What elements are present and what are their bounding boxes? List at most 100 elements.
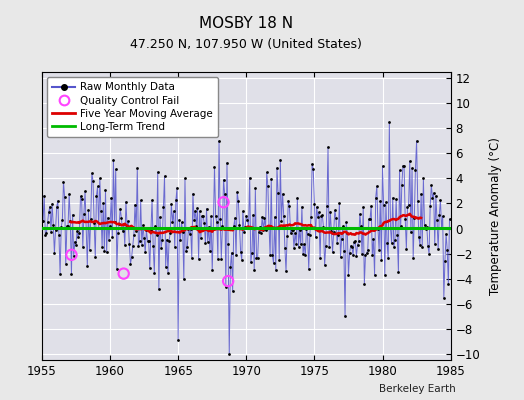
Point (187, 226, 195, 232)
Point (40, 192, 48, 199)
Point (378, 163, 387, 169)
Point (61, 260, 70, 267)
Point (175, 216, 183, 223)
Point (226, 264, 235, 270)
Point (126, 260, 135, 267)
Point (391, 237, 399, 243)
Point (296, 227, 304, 233)
Point (251, 185, 259, 192)
Point (337, 236, 346, 242)
Point (245, 174, 254, 181)
Point (64, 222, 72, 229)
Point (238, 208, 247, 214)
Point (429, 190, 438, 196)
Point (384, 255, 392, 262)
Point (74, 234, 82, 241)
Point (222, 284, 230, 290)
Point (237, 256, 246, 263)
Point (356, 211, 364, 217)
Point (54, 232, 63, 239)
Point (308, 161, 316, 167)
Point (380, 271, 389, 278)
Point (116, 205, 124, 212)
Point (145, 238, 153, 244)
Point (406, 158, 414, 164)
Point (376, 198, 385, 204)
Point (94, 224, 103, 231)
Point (317, 213, 325, 219)
Point (56, 270, 64, 277)
Point (121, 242, 129, 248)
Point (141, 249, 149, 256)
Point (209, 225, 217, 231)
Point (198, 213, 206, 220)
Point (329, 248, 337, 255)
Point (194, 256, 203, 262)
Point (345, 250, 354, 256)
Point (43, 219, 52, 225)
Point (58, 217, 67, 223)
Point (163, 270, 172, 276)
Point (369, 236, 378, 242)
Point (183, 244, 191, 250)
Point (106, 222, 114, 229)
Point (341, 313, 349, 319)
Point (442, 231, 450, 237)
Point (115, 221, 123, 227)
Point (247, 259, 255, 265)
Point (57, 224, 66, 230)
Point (357, 223, 365, 230)
Point (118, 228, 127, 234)
Point (60, 194, 69, 201)
Point (336, 254, 345, 260)
Point (441, 257, 449, 264)
Point (135, 238, 144, 244)
Point (264, 182, 272, 189)
Point (132, 228, 140, 234)
Point (45, 209, 53, 215)
Point (297, 241, 305, 248)
Point (112, 166, 120, 172)
Point (211, 213, 220, 219)
Point (41, 231, 49, 238)
Point (161, 264, 170, 270)
Point (299, 251, 307, 257)
Point (129, 231, 138, 238)
Point (71, 238, 79, 245)
Point (124, 218, 133, 225)
Point (268, 252, 277, 258)
Point (140, 234, 148, 241)
Point (332, 214, 340, 221)
Point (148, 197, 156, 203)
Point (381, 199, 390, 205)
Point (223, 160, 231, 166)
Point (184, 226, 192, 233)
Point (224, 278, 232, 284)
Point (189, 190, 197, 197)
Point (409, 254, 417, 261)
Point (350, 238, 358, 245)
Point (232, 252, 240, 259)
Point (82, 225, 90, 232)
Point (204, 224, 213, 230)
Point (445, 216, 454, 222)
Point (323, 203, 331, 209)
Point (372, 194, 380, 201)
Point (150, 269, 158, 276)
Point (374, 226, 382, 232)
Point (249, 212, 257, 218)
Point (92, 193, 101, 200)
Point (108, 234, 116, 241)
Point (344, 272, 353, 278)
Point (235, 222, 244, 228)
Point (128, 243, 137, 250)
Point (325, 244, 333, 250)
Point (281, 244, 289, 251)
Point (177, 219, 185, 226)
Point (122, 198, 130, 205)
Point (425, 250, 433, 257)
Point (136, 197, 145, 204)
Point (261, 227, 270, 234)
Point (410, 214, 419, 221)
Point (201, 240, 210, 247)
